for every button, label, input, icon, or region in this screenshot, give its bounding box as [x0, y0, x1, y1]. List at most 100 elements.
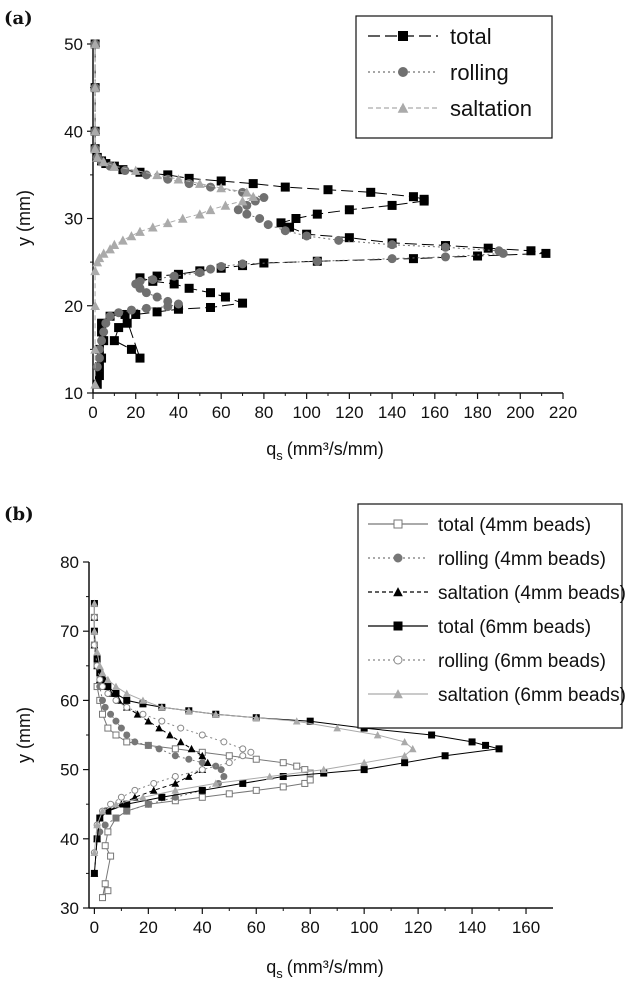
data-point	[104, 675, 112, 683]
data-point	[220, 738, 228, 746]
x-tick-label: 60	[212, 403, 231, 422]
data-point	[360, 766, 368, 774]
data-point	[90, 627, 99, 635]
data-point	[237, 196, 248, 206]
data-point	[93, 821, 101, 829]
data-point	[279, 773, 287, 781]
data-point	[344, 205, 354, 215]
data-point	[98, 710, 106, 718]
legend-marker	[393, 519, 403, 529]
x-tick-label: 80	[301, 918, 320, 937]
data-point	[292, 717, 301, 725]
data-point	[166, 731, 174, 739]
data-point	[238, 298, 248, 308]
data-point	[225, 759, 233, 767]
data-point	[98, 683, 106, 691]
data-point	[105, 244, 115, 254]
data-point	[131, 738, 139, 746]
data-point	[152, 292, 162, 302]
y-axis-label: y (mm)	[14, 707, 34, 763]
data-point	[171, 779, 180, 787]
data-point	[293, 762, 301, 770]
data-point	[252, 786, 260, 794]
data-point	[126, 344, 136, 354]
data-point	[90, 82, 100, 92]
data-point	[198, 786, 206, 794]
x-tick-label: 40	[193, 918, 212, 937]
x-tick-label: 160	[512, 918, 540, 937]
data-point	[171, 752, 179, 760]
legend: total rolling saltation	[355, 15, 553, 139]
data-point	[473, 251, 483, 261]
data-point	[203, 758, 212, 767]
data-point	[109, 161, 120, 171]
data-point	[99, 327, 109, 337]
data-point	[171, 745, 179, 753]
series-1	[90, 39, 508, 372]
x-tick-label: 200	[506, 403, 534, 422]
data-point	[225, 790, 233, 798]
data-point	[123, 703, 131, 711]
data-point	[206, 182, 215, 192]
data-point	[141, 170, 151, 180]
data-point	[242, 209, 252, 219]
x-tick-label: 20	[126, 403, 145, 422]
data-point	[173, 174, 184, 184]
x-tick-label: 100	[350, 918, 378, 937]
series-5	[90, 599, 417, 856]
data-point	[93, 835, 101, 843]
data-point	[90, 379, 100, 389]
data-point	[206, 302, 215, 312]
data-point	[123, 731, 131, 739]
data-point	[90, 599, 99, 607]
data-point	[400, 751, 409, 760]
data-point	[526, 246, 536, 256]
data-point	[126, 305, 136, 315]
data-point	[90, 39, 100, 49]
data-point	[239, 779, 247, 787]
data-point	[105, 311, 115, 321]
legend-marker	[393, 621, 403, 631]
data-point	[104, 689, 112, 697]
data-point	[169, 279, 179, 289]
data-point	[112, 682, 120, 690]
data-point	[158, 793, 166, 801]
data-point	[206, 288, 215, 298]
data-point	[211, 779, 220, 787]
legend-label: saltation	[450, 96, 532, 121]
data-point	[198, 731, 206, 739]
data-point	[441, 252, 450, 262]
data-point	[482, 741, 490, 749]
data-point	[301, 766, 309, 774]
data-point	[141, 303, 151, 313]
data-point	[184, 283, 194, 293]
data-point	[98, 894, 106, 902]
data-point	[333, 724, 342, 732]
x-tick-label: 180	[463, 403, 491, 422]
data-point	[97, 336, 107, 346]
data-point	[104, 887, 112, 895]
data-point	[101, 880, 109, 888]
x-axis-label-symbol: q	[266, 439, 276, 459]
data-point	[241, 187, 252, 197]
data-point	[107, 852, 115, 860]
data-point	[185, 755, 193, 763]
series-4	[90, 613, 255, 857]
data-point	[120, 166, 130, 176]
data-point	[263, 220, 273, 230]
data-point	[96, 676, 104, 684]
data-point	[123, 807, 131, 815]
data-point	[428, 731, 436, 739]
data-point	[94, 252, 105, 263]
data-point	[366, 187, 376, 197]
x-axis-label: qs (mm³/s/mm)	[266, 957, 383, 981]
legend-marker	[393, 655, 403, 665]
data-point	[144, 800, 152, 808]
data-point	[147, 222, 158, 232]
data-point	[441, 242, 450, 252]
data-point	[248, 179, 258, 189]
data-point	[252, 713, 261, 722]
y-tick-label: 40	[60, 830, 79, 849]
data-point	[162, 217, 173, 228]
data-point	[373, 731, 382, 739]
